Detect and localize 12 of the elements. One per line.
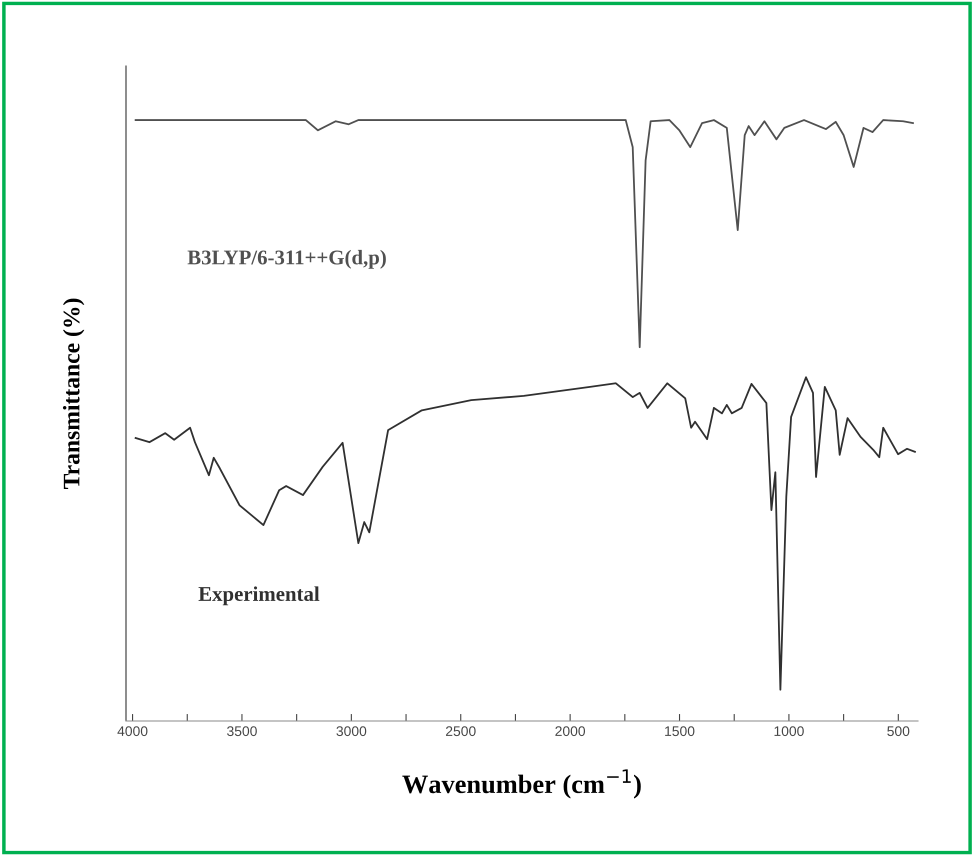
x-tick-label: 1500 <box>665 726 694 736</box>
x-tick-label: 500 <box>887 726 910 736</box>
x-axis-title: Wavenumber (cm$^{−1}$) <box>402 769 641 799</box>
x-tick-label: 3000 <box>336 726 366 736</box>
x-tick-label: 2500 <box>446 726 476 736</box>
y-axis-title: Transmittance (%) <box>62 298 84 489</box>
x-tick-label: 2000 <box>555 726 586 736</box>
x-tick-label: 1000 <box>774 726 804 736</box>
x-tick-label: 3500 <box>227 726 257 736</box>
text: Experimental <box>198 586 320 606</box>
text: B3LYP/6-311++G(d,p) <box>188 250 386 269</box>
x-tick-label: 4000 <box>117 726 148 736</box>
